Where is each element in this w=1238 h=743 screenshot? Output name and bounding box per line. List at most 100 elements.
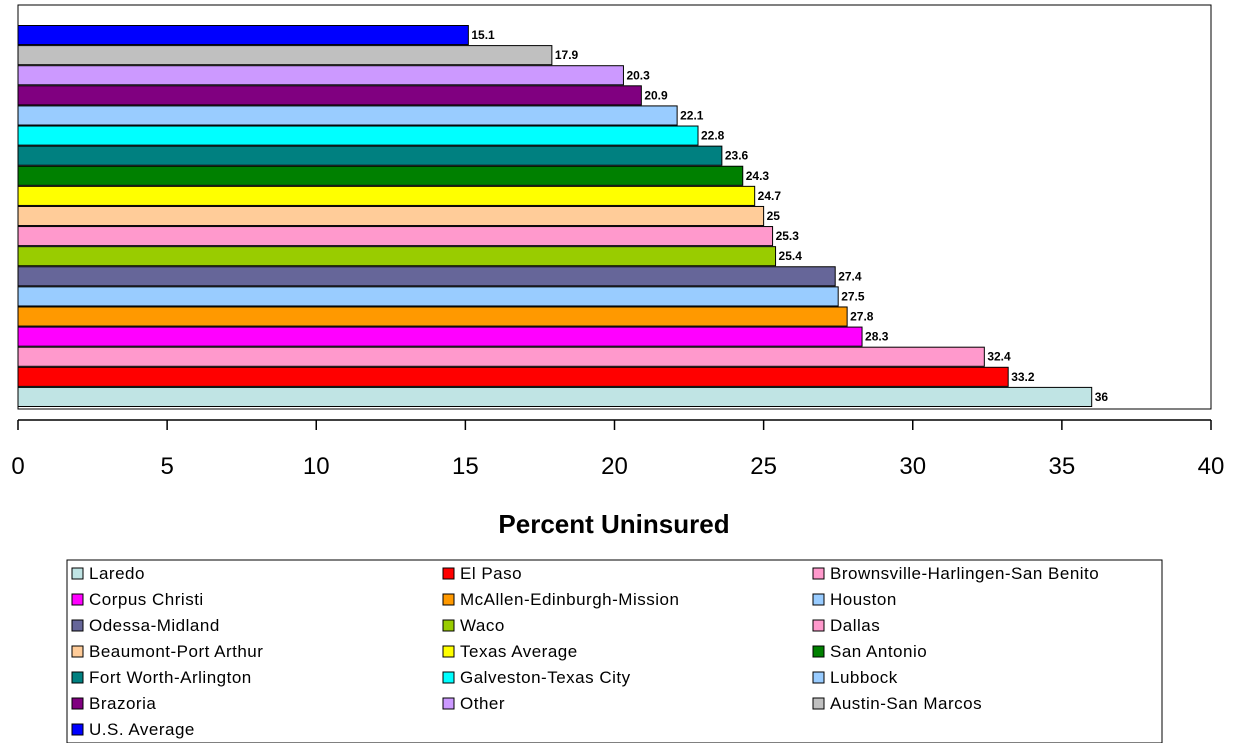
legend-swatch [812, 593, 825, 606]
bar-waco [17, 246, 777, 267]
x-tick-label: 20 [601, 453, 628, 480]
legend-label: Brownsville-Harlingen-San Benito [830, 564, 1099, 583]
legend-swatch [442, 593, 455, 606]
legend-item-houston: Houston [812, 590, 897, 609]
legend-item-odessa-midland: Odessa-Midland [71, 616, 219, 635]
legend-label: McAllen-Edinburgh-Mission [460, 590, 679, 609]
legend-swatch [442, 671, 455, 684]
bar-odessa-midland [17, 266, 836, 287]
data-label-waco: 25.4 [779, 249, 803, 263]
data-label-odessa-midland: 27.4 [838, 269, 862, 283]
legend-swatch [812, 697, 825, 710]
data-label-lubbock: 22.1 [680, 108, 704, 122]
legend-label: El Paso [460, 564, 522, 583]
data-label-corpus-christi: 28.3 [865, 330, 889, 344]
legend-item-galveston-texas-city: Galveston-Texas City [442, 668, 631, 687]
x-tick-label: 15 [452, 453, 479, 480]
bar-texas-average [17, 185, 756, 206]
legend-label: Beaumont-Port Arthur [89, 642, 263, 661]
bar-galveston-texas-city [17, 125, 699, 146]
bar-lubbock [17, 105, 678, 126]
legend-swatch [812, 619, 825, 632]
data-label-houston: 27.5 [841, 289, 865, 303]
legend-box [66, 559, 1163, 743]
x-tick-label: 0 [11, 453, 24, 480]
x-tick-label: 35 [1049, 453, 1076, 480]
legend-swatch [442, 697, 455, 710]
data-label-el-paso: 33.2 [1011, 370, 1035, 384]
legend-label: Dallas [830, 616, 880, 635]
bar-beaumont-port-arthur [17, 205, 765, 227]
legend-swatch [71, 567, 84, 580]
bar-brazoria [17, 85, 642, 106]
legend-item-brazoria: Brazoria [71, 694, 156, 713]
bar-san-antonio [17, 165, 744, 186]
legend-label: Corpus Christi [89, 590, 204, 609]
bar-corpus-christi [17, 326, 863, 347]
bar-other [17, 65, 624, 86]
legend-swatch [442, 645, 455, 658]
legend-item-waco: Waco [442, 616, 504, 635]
legend-label: Austin-San Marcos [830, 694, 982, 713]
legend-item-san-antonio: San Antonio [812, 642, 927, 661]
data-label-brazoria: 20.9 [644, 88, 668, 102]
legend-swatch [71, 697, 84, 710]
data-label-other: 20.3 [626, 68, 650, 82]
legend-swatch [442, 619, 455, 632]
legend-item-lubbock: Lubbock [812, 668, 898, 687]
x-tick-label: 5 [160, 453, 173, 480]
bar-laredo [17, 386, 1093, 408]
bar-el-paso [17, 366, 1009, 387]
bar-brownsville-harlingen-san-benito [17, 346, 985, 367]
legend-label: Houston [830, 590, 897, 609]
data-label-san-antonio: 24.3 [746, 169, 770, 183]
legend-label: Brazoria [89, 694, 156, 713]
data-label-u-s-average: 15.1 [471, 28, 495, 42]
data-label-beaumont-port-arthur: 25 [767, 209, 781, 223]
legend-label: Fort Worth-Arlington [89, 668, 252, 687]
bar-fort-worth-arlington [17, 145, 723, 166]
data-label-mcallen-edinburgh-mission: 27.8 [850, 310, 874, 324]
legend-item-brownsville-harlingen-san-benito: Brownsville-Harlingen-San Benito [812, 564, 1099, 583]
data-label-texas-average: 24.7 [758, 189, 782, 203]
bar-dallas [17, 226, 774, 247]
legend-label: Other [460, 694, 505, 713]
bars-group [17, 25, 1093, 408]
legend-item-mcallen-edinburgh-mission: McAllen-Edinburgh-Mission [442, 590, 679, 609]
legend-item-texas-average: Texas Average [442, 642, 578, 661]
legend-item-fort-worth-arlington: Fort Worth-Arlington [71, 668, 252, 687]
x-axis-title: Percent Uninsured [498, 509, 729, 539]
legend-swatch [71, 723, 84, 736]
legend-item-el-paso: El Paso [442, 564, 522, 583]
legend-label: Galveston-Texas City [460, 668, 631, 687]
data-label-austin-san-marcos: 17.9 [555, 48, 579, 62]
legend-swatch [71, 645, 84, 658]
legend-label: U.S. Average [89, 720, 195, 739]
legend-item-u-s-average: U.S. Average [71, 720, 195, 739]
legend-swatch [442, 567, 455, 580]
data-label-dallas: 25.3 [776, 229, 800, 243]
legend-label: Lubbock [830, 668, 898, 687]
bar-austin-san-marcos [17, 45, 553, 66]
legend-swatch [812, 645, 825, 658]
legend-label: Texas Average [460, 642, 578, 661]
legend-item-other: Other [442, 694, 505, 713]
bar-u-s-average [17, 25, 469, 46]
legend-item-laredo: Laredo [71, 564, 145, 583]
legend-item-austin-san-marcos: Austin-San Marcos [812, 694, 982, 713]
legend-label: Laredo [89, 564, 145, 583]
legend-swatch [71, 671, 84, 684]
legend-swatch [812, 671, 825, 684]
x-tick-label: 25 [750, 453, 777, 480]
legend-item-corpus-christi: Corpus Christi [71, 590, 204, 609]
data-label-laredo: 36 [1095, 390, 1109, 404]
legend-item-dallas: Dallas [812, 616, 880, 635]
bar-houston [17, 286, 839, 307]
data-label-galveston-texas-city: 22.8 [701, 129, 725, 143]
legend-swatch [71, 619, 84, 632]
bar-mcallen-edinburgh-mission [17, 306, 848, 327]
legend-item-beaumont-port-arthur: Beaumont-Port Arthur [71, 642, 263, 661]
data-label-fort-worth-arlington: 23.6 [725, 149, 749, 163]
legend-label: San Antonio [830, 642, 927, 661]
